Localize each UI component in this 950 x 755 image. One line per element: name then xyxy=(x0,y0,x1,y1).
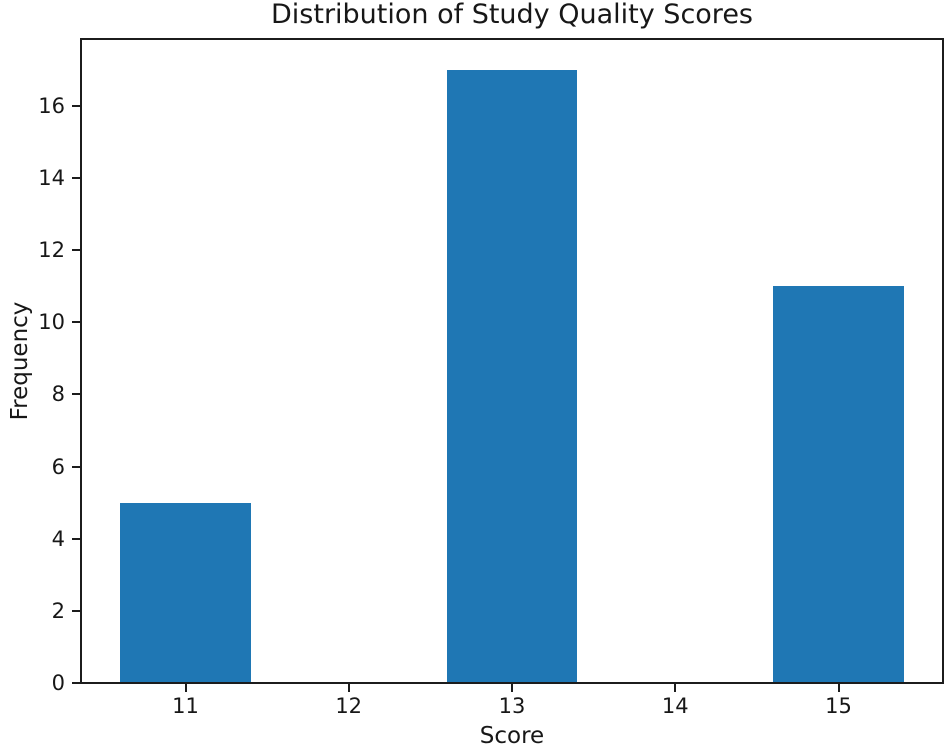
y-tick-label: 8 xyxy=(51,382,65,407)
y-tick-label: 14 xyxy=(38,165,65,190)
y-tick-label: 2 xyxy=(51,598,65,623)
y-tick-mark xyxy=(72,393,80,396)
chart-title: Distribution of Study Quality Scores xyxy=(271,0,753,30)
x-tick-mark xyxy=(347,684,350,692)
x-tick-label: 11 xyxy=(172,694,199,718)
x-tick-label: 14 xyxy=(661,694,689,718)
y-axis-label: Frequency xyxy=(7,301,33,421)
bar-score-13 xyxy=(446,69,578,683)
x-tick-label: 12 xyxy=(335,694,363,718)
bar-score-15 xyxy=(773,286,904,683)
y-tick-mark xyxy=(72,682,80,684)
x-tick-mark xyxy=(184,684,187,692)
x-tick-mark xyxy=(511,684,513,692)
y-tick-mark xyxy=(72,609,80,612)
y-tick-mark xyxy=(72,465,80,468)
bar-score-11 xyxy=(120,502,251,683)
x-tick-label: 13 xyxy=(498,694,526,718)
y-tick-label: 6 xyxy=(51,454,65,479)
y-tick-mark xyxy=(72,176,80,179)
x-tick-mark xyxy=(837,684,840,692)
y-tick-mark xyxy=(72,249,80,252)
y-tick-label: 10 xyxy=(38,310,65,335)
y-tick-mark xyxy=(72,104,80,107)
plot-area: 0 2 4 6 8 10 12 14 16 11 12 13 14 15 xyxy=(38,38,944,718)
x-axis-label: Score xyxy=(479,723,545,749)
y-tick-label: 4 xyxy=(51,526,65,551)
y-tick-mark xyxy=(72,321,80,324)
y-tick-label: 12 xyxy=(38,238,65,263)
y-tick-label: 0 xyxy=(51,671,65,695)
x-tick-mark xyxy=(674,684,677,692)
y-tick-mark xyxy=(72,537,80,540)
x-tick-label: 15 xyxy=(825,694,852,718)
y-tick-label: 16 xyxy=(38,93,65,118)
